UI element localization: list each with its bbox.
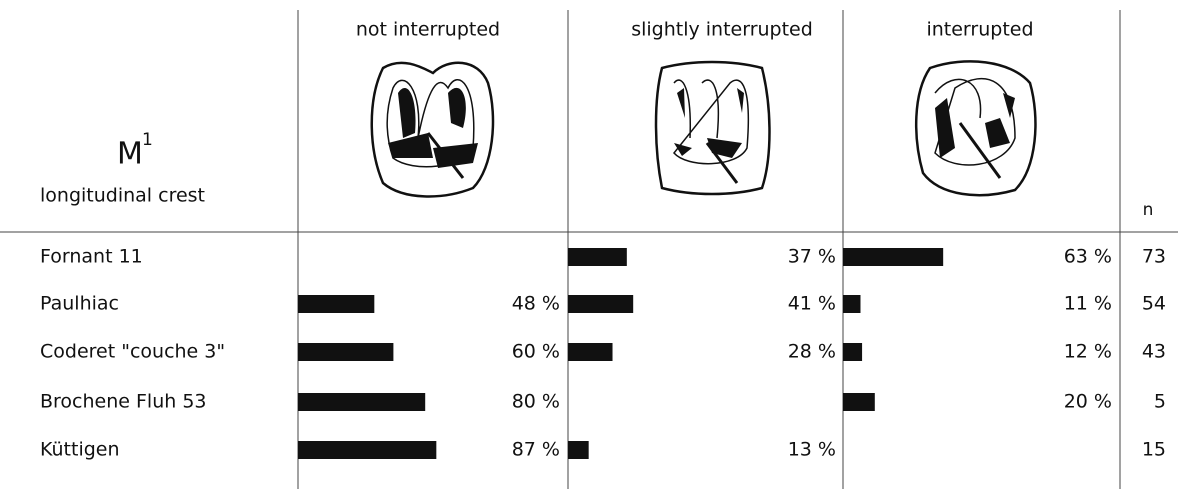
bar — [298, 295, 374, 313]
column-header: not interrupted — [356, 19, 500, 41]
bar — [568, 441, 589, 459]
value-label: 20 % — [1064, 391, 1112, 413]
value-label: 80 % — [512, 391, 560, 413]
tooth-illustration — [656, 62, 770, 194]
site-label: Brochene Fluh 53 — [40, 391, 207, 413]
title: M — [117, 137, 143, 172]
site-label: Fornant 11 — [40, 246, 143, 268]
bar — [843, 343, 862, 361]
bar — [298, 393, 425, 411]
bar — [568, 343, 613, 361]
n-value: 15 — [1142, 439, 1166, 461]
n-header: n — [1143, 200, 1154, 220]
value-label: 11 % — [1064, 293, 1112, 315]
value-label: 37 % — [788, 246, 836, 268]
bar — [843, 393, 875, 411]
value-label: 12 % — [1064, 341, 1112, 363]
site-label: Paulhiac — [40, 293, 119, 315]
site-label: Coderet "couche 3" — [40, 341, 225, 363]
n-value: 73 — [1142, 246, 1166, 268]
bar — [298, 441, 436, 459]
value-label: 63 % — [1064, 246, 1112, 268]
subtitle: longitudinal crest — [40, 185, 205, 207]
n-value: 54 — [1142, 293, 1166, 315]
tooth-illustration — [372, 63, 493, 197]
value-label: 41 % — [788, 293, 836, 315]
value-label: 28 % — [788, 341, 836, 363]
figure: M 1 longitudinal crest not interrupted s… — [0, 0, 1178, 489]
bar — [843, 248, 943, 266]
column-header: slightly interrupted — [631, 19, 813, 41]
bar — [298, 343, 393, 361]
site-label: Küttigen — [40, 439, 120, 461]
bar — [843, 295, 860, 313]
title-superscript: 1 — [142, 130, 153, 150]
value-label: 87 % — [512, 439, 560, 461]
n-value: 5 — [1154, 391, 1166, 413]
tooth-illustration — [916, 61, 1035, 195]
n-value: 43 — [1142, 341, 1166, 363]
bar — [568, 295, 633, 313]
bar — [568, 248, 627, 266]
value-label: 60 % — [512, 341, 560, 363]
value-label: 13 % — [788, 439, 836, 461]
value-label: 48 % — [512, 293, 560, 315]
column-header: interrupted — [926, 19, 1033, 41]
